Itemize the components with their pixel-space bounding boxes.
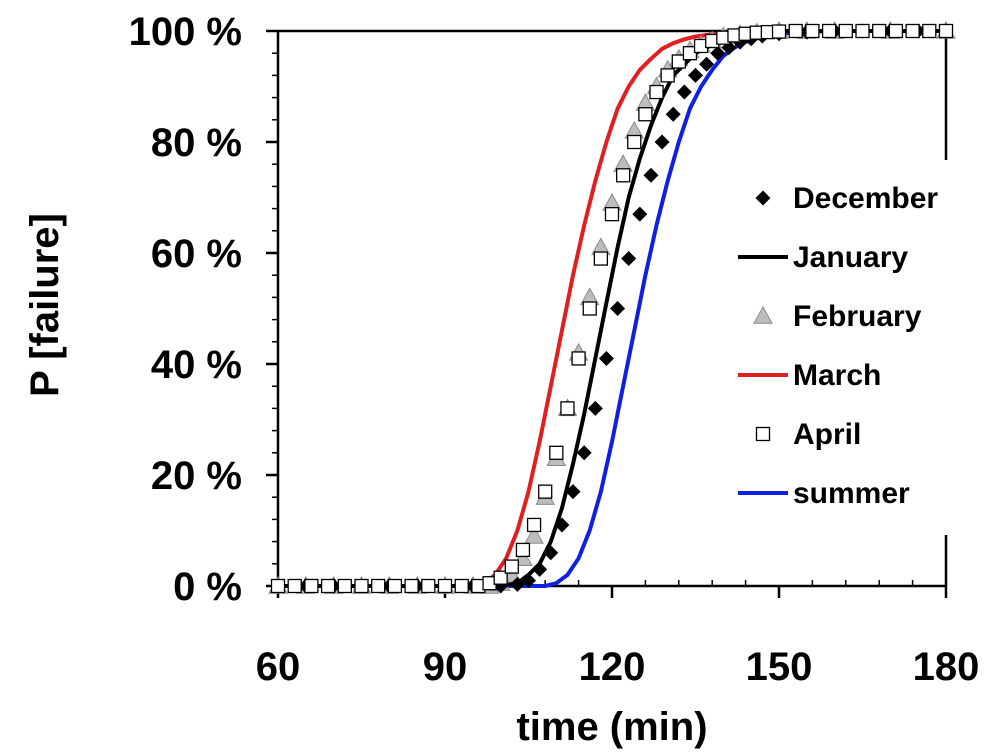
data-point-april bbox=[421, 578, 436, 594]
data-point-april bbox=[627, 134, 642, 150]
data-point-april bbox=[615, 168, 631, 183]
series-april bbox=[270, 23, 954, 594]
legend-label-march: March bbox=[793, 359, 881, 392]
x-tick-label: 180 bbox=[913, 645, 980, 689]
data-point-april bbox=[437, 578, 453, 594]
data-point-december bbox=[565, 484, 581, 500]
data-point-april bbox=[838, 23, 853, 39]
data-point-april bbox=[571, 351, 586, 366]
legend-label-april: April bbox=[793, 418, 861, 451]
data-point-april bbox=[454, 578, 469, 594]
data-point-december bbox=[654, 134, 670, 150]
x-tick-label: 150 bbox=[746, 645, 813, 689]
data-point-april bbox=[404, 578, 419, 594]
data-point-april bbox=[872, 23, 887, 39]
data-point-february bbox=[524, 526, 544, 544]
data-point-april bbox=[821, 23, 837, 39]
y-axis-title: P [failure] bbox=[23, 213, 67, 397]
legend-swatch-february bbox=[753, 305, 773, 324]
data-point-april bbox=[855, 23, 870, 39]
y-tick-label: 80 % bbox=[151, 121, 242, 165]
data-point-april bbox=[638, 107, 653, 122]
x-tick-label: 90 bbox=[423, 645, 468, 689]
data-point-april bbox=[387, 578, 403, 594]
y-tick-label: 100 % bbox=[129, 10, 242, 54]
legend-label-january: January bbox=[793, 241, 908, 274]
data-point-april bbox=[320, 578, 336, 594]
legend-label-december: December bbox=[793, 182, 938, 215]
data-point-december bbox=[688, 67, 703, 83]
legend: December January February March April summer bbox=[738, 182, 938, 510]
data-point-april bbox=[938, 23, 954, 39]
data-point-april bbox=[649, 84, 664, 100]
data-point-april bbox=[888, 23, 904, 39]
data-point-april bbox=[805, 23, 820, 39]
data-point-december bbox=[587, 400, 603, 416]
legend-item-december: December bbox=[755, 182, 938, 215]
data-point-april bbox=[660, 68, 675, 83]
data-point-april bbox=[671, 54, 686, 69]
legend-item-april: April bbox=[755, 418, 861, 451]
data-point-april bbox=[337, 578, 352, 594]
data-point-april bbox=[771, 24, 787, 39]
data-point-april bbox=[582, 301, 597, 316]
data-point-april bbox=[788, 23, 803, 39]
data-point-december bbox=[598, 350, 614, 366]
data-point-april bbox=[354, 578, 369, 594]
data-point-december bbox=[621, 251, 637, 267]
y-tick-label: 40 % bbox=[151, 343, 242, 387]
legend-item-january: January bbox=[738, 241, 908, 274]
legend-swatch-december bbox=[755, 190, 771, 206]
data-point-december bbox=[699, 56, 715, 72]
data-point-april bbox=[270, 578, 286, 594]
y-axis-ticks: 0 % 20 % 40 % 60 % 80 % 100 % bbox=[129, 10, 278, 609]
data-point-april bbox=[515, 542, 531, 558]
data-point-april bbox=[549, 445, 564, 460]
data-point-april bbox=[560, 401, 575, 416]
legend-item-march: March bbox=[738, 359, 881, 392]
legend-label-summer: summer bbox=[793, 477, 910, 510]
data-point-april bbox=[526, 517, 542, 533]
data-point-december bbox=[710, 45, 726, 61]
legend-item-summer: summer bbox=[738, 477, 910, 510]
x-tick-label: 60 bbox=[256, 645, 301, 689]
y-tick-label: 20 % bbox=[151, 454, 242, 498]
legend-item-february: February bbox=[753, 300, 922, 333]
data-point-december bbox=[610, 301, 626, 316]
data-point-april bbox=[371, 578, 386, 594]
data-point-april bbox=[287, 578, 302, 594]
legend-swatch-april bbox=[755, 426, 771, 442]
y-tick-label: 0 % bbox=[173, 565, 242, 609]
data-point-april bbox=[905, 23, 920, 39]
legend-label-february: February bbox=[793, 300, 922, 333]
data-point-april bbox=[604, 206, 620, 222]
data-point-april bbox=[682, 46, 698, 61]
data-point-december bbox=[576, 445, 592, 461]
data-point-december bbox=[676, 84, 692, 100]
data-point-april bbox=[304, 578, 319, 594]
x-axis-title: time (min) bbox=[516, 705, 707, 749]
data-point-april bbox=[593, 251, 609, 266]
y-tick-label: 60 % bbox=[151, 232, 242, 276]
data-point-december bbox=[632, 206, 648, 222]
data-point-april bbox=[504, 559, 519, 574]
data-point-april bbox=[538, 484, 553, 499]
series-layer bbox=[268, 20, 956, 594]
data-point-april bbox=[922, 23, 937, 39]
x-axis-ticks: 60 90 120 150 180 bbox=[256, 580, 980, 689]
data-point-april bbox=[493, 570, 508, 585]
data-point-december bbox=[643, 167, 659, 183]
data-point-december bbox=[665, 106, 681, 122]
x-tick-label: 120 bbox=[579, 645, 646, 689]
